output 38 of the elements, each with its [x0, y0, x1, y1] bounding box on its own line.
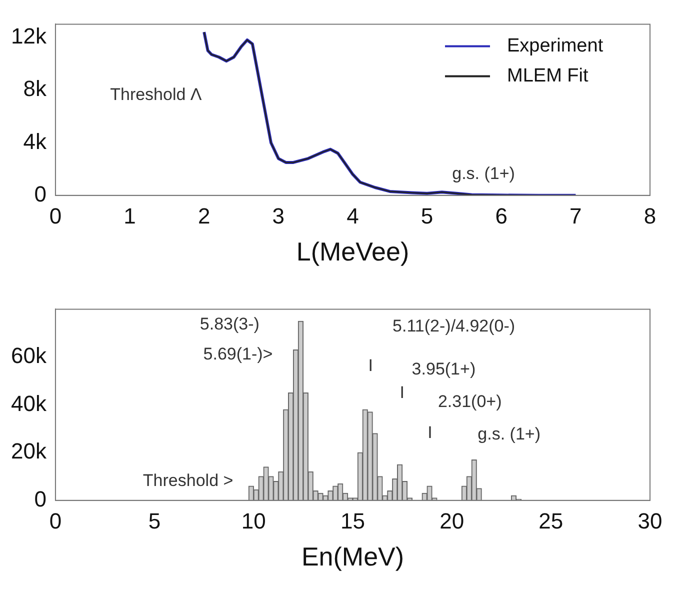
- annotation: Threshold >: [142, 470, 234, 490]
- annotation: I: [368, 356, 373, 376]
- y-tick-label: 0: [34, 486, 46, 512]
- annotation: 5.11(2-)/4.92(0-): [392, 316, 516, 336]
- x-tick-label: 2: [198, 204, 210, 229]
- annotation: 2.31(0+): [438, 392, 502, 412]
- y-tick-label: 20k: [10, 438, 48, 464]
- x-tick-label: 3: [272, 204, 285, 229]
- y-tick-label: 0: [34, 181, 46, 206]
- x-tick-label: 5: [420, 204, 434, 229]
- annotation: 5.83(3-): [200, 314, 260, 334]
- x-tick-label: 15: [340, 508, 365, 534]
- y-tick-label: 40k: [10, 390, 48, 416]
- x-tick-label: 4: [346, 204, 359, 229]
- annotation: 3.95(1+): [412, 360, 476, 379]
- x-tick-label: 5: [148, 508, 161, 534]
- annotation: I: [428, 423, 432, 442]
- y-tick-label: 4k: [23, 128, 48, 154]
- y-tick-label: 8k: [23, 76, 48, 102]
- x-tick-label: 30: [638, 508, 662, 534]
- y-tick-label: 12k: [10, 23, 48, 48]
- x-tick-label: 8: [644, 204, 656, 229]
- x-tick-label: 20: [440, 508, 464, 534]
- annotation: I: [400, 383, 404, 402]
- annotation: 5.69(1-)>: [203, 344, 273, 364]
- x-tick-label: 7: [570, 204, 582, 229]
- x-axis-title: L(MeVee): [296, 236, 410, 267]
- x-tick-label: 25: [538, 508, 564, 534]
- legend-label: Experiment: [507, 35, 604, 56]
- x-tick-label: 1: [124, 204, 136, 229]
- annotation: g.s. (1+): [478, 424, 541, 444]
- x-tick-label: 6: [495, 204, 508, 229]
- x-axis-title: En(MeV): [301, 542, 404, 572]
- annotation: g.s. (1+): [452, 164, 515, 184]
- x-tick-label: 10: [241, 508, 266, 534]
- legend-label: MLEM Fit: [507, 65, 589, 86]
- annotation: Threshold Λ: [110, 84, 202, 104]
- y-tick-label: 60k: [10, 343, 48, 368]
